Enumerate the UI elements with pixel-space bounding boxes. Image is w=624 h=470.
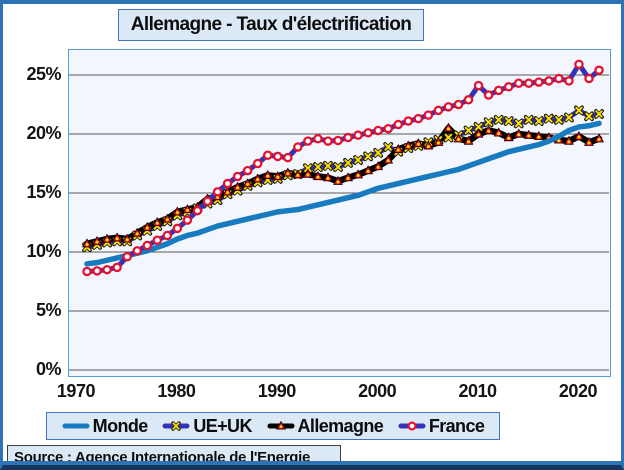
legend-item-france: France — [398, 415, 485, 437]
series-line-france — [84, 61, 602, 274]
chart-title-box: Allemagne - Taux d'électrification — [118, 9, 424, 41]
legend-label-france: France — [428, 415, 485, 436]
plot-area — [68, 49, 611, 377]
chart-title: Allemagne - Taux d'électrification — [130, 14, 412, 35]
x-tick-2020: 2020 — [558, 381, 598, 401]
x-tick-2010: 2010 — [458, 381, 498, 401]
legend-marker-icon-ue-uk — [162, 421, 190, 431]
line-chart — [69, 59, 609, 371]
series-markers-france — [82, 59, 604, 277]
legend-marker-icon-allemagne — [267, 420, 295, 430]
x-tick-2000: 2000 — [358, 381, 397, 401]
series-line-allemagne — [83, 124, 603, 247]
legend-label-allemagne: Allemagne — [297, 415, 384, 436]
legend-label-ue-uk: UE+UK — [193, 415, 252, 436]
y-tick-20pct: 20% — [26, 123, 61, 143]
bottom-border-bar — [3, 461, 621, 465]
x-tick-1970: 1970 — [56, 381, 96, 401]
legend-item-monde: Monde — [62, 416, 148, 437]
legend-item-ue-uk: UE+UK — [162, 416, 252, 437]
series-line-monde — [84, 120, 602, 267]
y-tick-15pct: 15% — [26, 182, 61, 202]
legend-marker-icon-france — [398, 421, 426, 431]
legend-marker-icon-monde — [62, 423, 90, 429]
x-tick-1980: 1980 — [157, 381, 196, 401]
x-tick-1990: 1990 — [257, 381, 297, 401]
source-box: Source : Agence Internationale de l'Ener… — [7, 445, 341, 465]
series-markers-allemagne — [82, 123, 604, 248]
y-tick-10pct: 10% — [26, 241, 61, 261]
y-tick-25pct: 25% — [26, 64, 61, 84]
legend-item-allemagne: Allemagne — [267, 416, 384, 437]
y-tick-0pct: 0% — [35, 359, 62, 379]
legend: Monde UE+UK Allemagne France — [46, 412, 500, 440]
y-tick-5pct: 5% — [35, 300, 62, 320]
legend-label-monde: Monde — [92, 415, 149, 436]
